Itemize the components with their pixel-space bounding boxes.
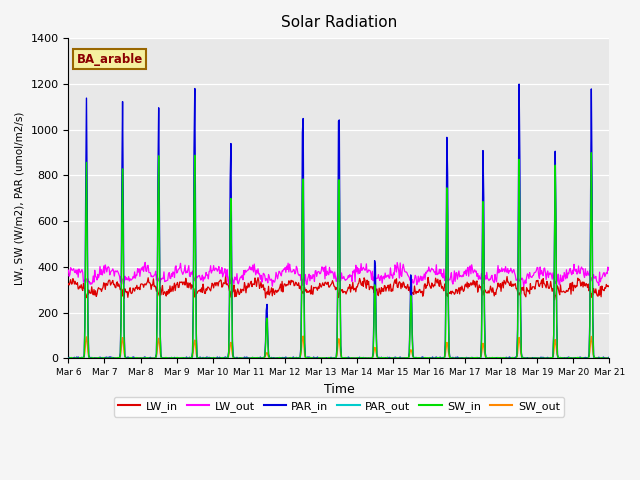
LW_in xyxy=(605,282,613,288)
SW_in xyxy=(588,150,595,156)
PAR_in xyxy=(131,355,138,361)
PAR_in xyxy=(65,355,72,360)
SW_in xyxy=(74,355,82,361)
LW_out xyxy=(65,267,72,273)
SW_out xyxy=(65,355,72,361)
SW_in xyxy=(185,355,193,361)
SW_out xyxy=(405,353,413,359)
Line: LW_in: LW_in xyxy=(68,275,609,300)
SW_out xyxy=(214,355,221,361)
PAR_in xyxy=(421,355,429,361)
SW_out xyxy=(605,355,613,361)
PAR_in xyxy=(405,349,413,355)
SW_in xyxy=(214,355,221,361)
LW_in xyxy=(185,285,193,291)
PAR_out xyxy=(65,355,72,361)
SW_in xyxy=(130,355,138,361)
PAR_out xyxy=(605,355,613,361)
Y-axis label: LW, SW (W/m2), PAR (umol/m2/s): LW, SW (W/m2), PAR (umol/m2/s) xyxy=(15,111,25,285)
PAR_in xyxy=(186,354,193,360)
LW_out xyxy=(422,269,429,275)
PAR_in xyxy=(75,355,83,361)
LW_out xyxy=(406,277,414,283)
LW_out xyxy=(186,273,193,279)
Line: LW_out: LW_out xyxy=(68,263,609,286)
Line: SW_in: SW_in xyxy=(68,153,609,358)
SW_in xyxy=(605,355,613,361)
LW_out xyxy=(214,266,222,272)
Line: SW_out: SW_out xyxy=(68,336,609,358)
LW_in xyxy=(65,281,72,287)
SW_out xyxy=(185,355,193,361)
SW_in xyxy=(420,355,428,361)
PAR_out xyxy=(74,355,82,361)
PAR_out xyxy=(404,355,412,361)
SW_out xyxy=(74,355,82,361)
SW_out xyxy=(421,355,429,361)
Text: BA_arable: BA_arable xyxy=(77,52,143,65)
LW_out xyxy=(130,275,138,281)
PAR_out xyxy=(420,355,428,361)
SW_out xyxy=(130,355,138,361)
LW_in xyxy=(550,297,558,303)
X-axis label: Time: Time xyxy=(323,383,355,396)
LW_in xyxy=(222,272,230,278)
PAR_in xyxy=(515,81,523,87)
PAR_in xyxy=(605,355,613,361)
LW_in xyxy=(421,281,429,287)
PAR_out xyxy=(185,355,193,361)
PAR_out xyxy=(214,355,221,361)
SW_in xyxy=(65,355,72,361)
LW_in xyxy=(214,280,221,286)
SW_in xyxy=(404,355,412,361)
LW_out xyxy=(74,275,82,280)
Line: PAR_in: PAR_in xyxy=(68,84,609,358)
LW_in xyxy=(405,284,413,290)
PAR_out xyxy=(588,355,595,361)
PAR_out xyxy=(130,355,138,361)
PAR_in xyxy=(214,355,222,361)
PAR_in xyxy=(67,355,74,361)
Title: Solar Radiation: Solar Radiation xyxy=(281,15,397,30)
SW_out xyxy=(300,333,307,339)
LW_out xyxy=(605,266,613,272)
Legend: LW_in, LW_out, PAR_in, PAR_out, SW_in, SW_out: LW_in, LW_out, PAR_in, PAR_out, SW_in, S… xyxy=(113,397,564,417)
LW_out xyxy=(141,260,149,265)
LW_in xyxy=(74,286,82,292)
LW_in xyxy=(130,287,138,292)
LW_out xyxy=(268,283,276,289)
